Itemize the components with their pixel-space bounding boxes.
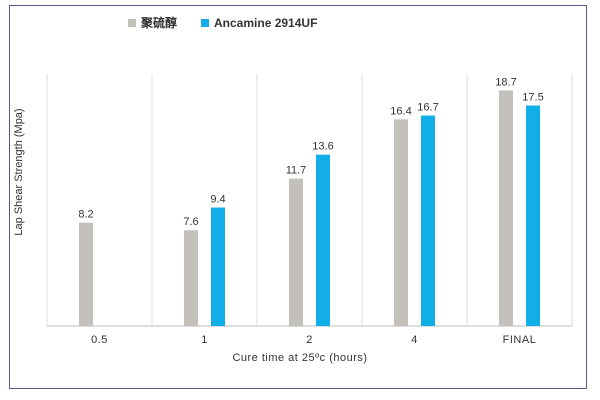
legend-swatch-series-2 xyxy=(201,18,210,27)
bar-s2-3 xyxy=(421,115,435,326)
bar-s1-2 xyxy=(289,178,303,326)
x-tick-label-3: 4 xyxy=(411,334,418,346)
x-tick-label-0: 0.5 xyxy=(91,334,108,346)
data-label-s1-0: 8.2 xyxy=(78,209,93,221)
data-label-s2-2: 13.6 xyxy=(312,141,333,153)
legend: 聚硫醇 Ancamine 2914UF xyxy=(128,14,317,31)
legend-item-series-1: 聚硫醇 xyxy=(128,14,177,31)
data-label-s1-4: 18.7 xyxy=(495,76,516,88)
legend-item-series-2: Ancamine 2914UF xyxy=(201,14,317,31)
bar-s1-4 xyxy=(499,90,513,326)
data-label-s2-4: 17.5 xyxy=(522,92,543,104)
bar-s1-1 xyxy=(184,230,198,326)
bar-s2-4 xyxy=(526,105,540,326)
bar-s2-2 xyxy=(316,154,330,326)
legend-label-series-2: Ancamine 2914UF xyxy=(214,15,318,30)
bar-s1-0 xyxy=(79,222,93,326)
x-tick-label-4: FINAL xyxy=(503,334,537,346)
data-label-s1-3: 16.4 xyxy=(390,105,411,117)
x-tick-label-2: 2 xyxy=(306,334,313,346)
bar-s1-3 xyxy=(394,119,408,326)
data-label-s1-2: 11.7 xyxy=(286,165,307,177)
data-label-s2-3: 16.7 xyxy=(417,102,438,114)
data-label-s1-1: 7.6 xyxy=(183,216,198,228)
x-axis-label: Cure time at 25ºc (hours) xyxy=(232,352,368,364)
data-label-s2-1: 9.4 xyxy=(210,194,225,206)
legend-swatch-series-1 xyxy=(128,18,136,27)
bar-s2-1 xyxy=(211,207,225,326)
x-tick-label-1: 1 xyxy=(201,334,208,346)
legend-label-series-1: 聚硫醇 xyxy=(141,16,178,30)
